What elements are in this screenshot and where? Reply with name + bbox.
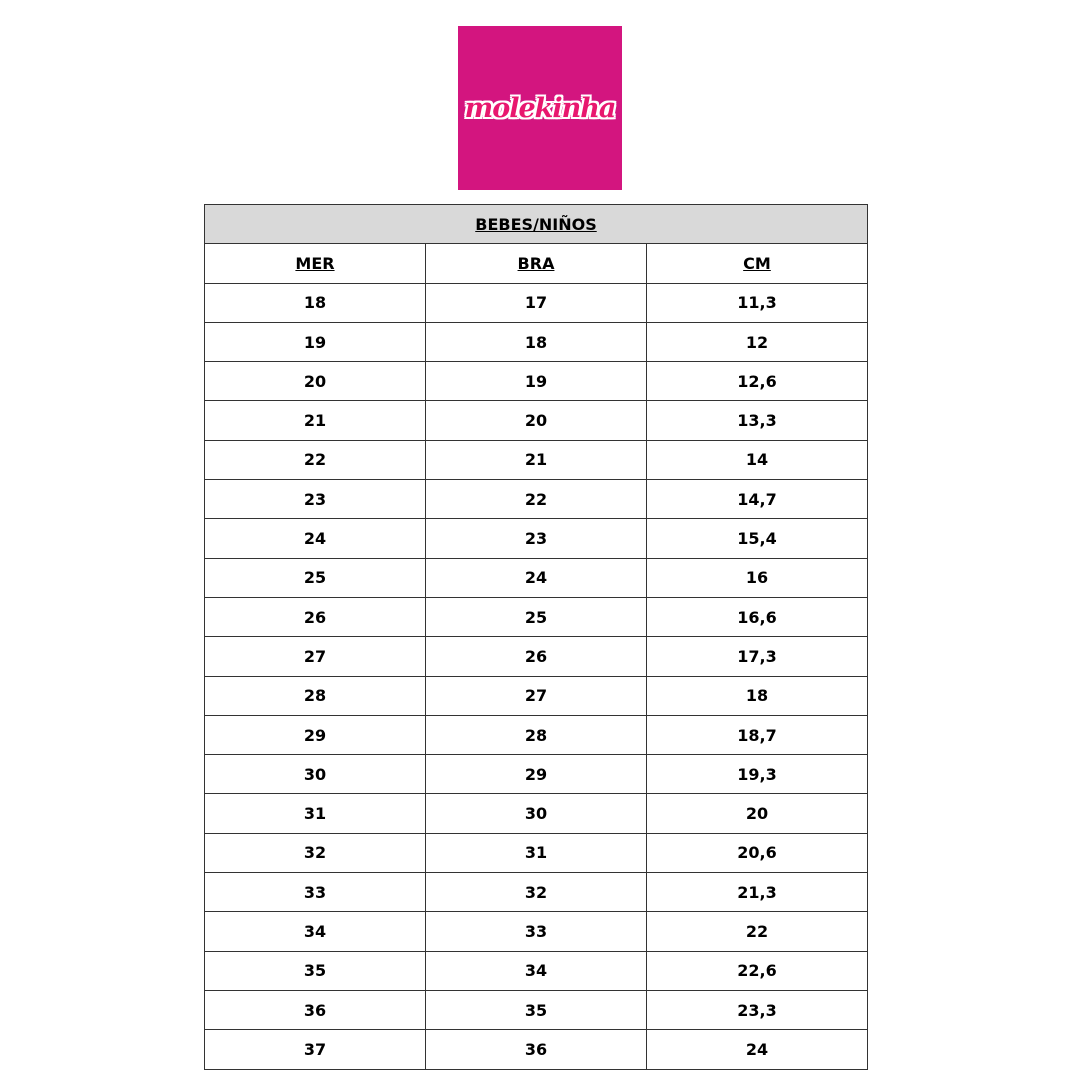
cell-cm: 11,3 [646,282,868,323]
cell-mer: 26 [204,596,426,638]
table-row: 26 25 16,6 [204,596,868,638]
cell-mer: 21 [204,400,426,441]
column-header-mer: MER [204,243,426,284]
cell-cm: 16 [646,557,868,598]
table-row: 37 36 24 [204,1029,868,1070]
cell-bra: 24 [425,557,647,598]
cell-bra: 29 [425,754,647,795]
cell-mer: 19 [204,321,426,363]
column-header-cm: CM [646,243,868,284]
cell-mer: 23 [204,479,426,520]
cell-cm: 18,7 [646,714,868,756]
table-row: 20 19 12,6 [204,361,868,402]
table-row: 27 26 17,3 [204,636,868,677]
brand-logo: molekinha [458,26,622,190]
cell-bra: 20 [425,400,647,441]
cell-mer: 37 [204,1029,426,1070]
cell-bra: 33 [425,911,647,952]
cell-mer: 20 [204,361,426,402]
cell-mer: 25 [204,557,426,598]
table-row: 21 20 13,3 [204,400,868,441]
table-row: 25 24 16 [204,557,868,598]
cell-mer: 24 [204,518,426,559]
cell-mer: 28 [204,675,426,716]
cell-cm: 23,3 [646,989,868,1031]
cell-cm: 17,3 [646,636,868,677]
size-chart-table: BEBES/NIÑOS MER BRA CM 18 17 11,3 19 18 12 20 1… [204,203,868,1070]
cell-mer: 27 [204,636,426,677]
cell-cm: 20 [646,793,868,834]
cell-cm: 22 [646,911,868,952]
table-row: 30 29 19,3 [204,754,868,795]
cell-mer: 31 [204,793,426,834]
cell-cm: 13,3 [646,400,868,441]
cell-cm: 24 [646,1029,868,1070]
cell-cm: 16,6 [646,596,868,638]
cell-mer: 32 [204,832,426,874]
cell-bra: 35 [425,989,647,1031]
cell-mer: 34 [204,911,426,952]
cell-bra: 18 [425,321,647,363]
cell-cm: 18 [646,675,868,716]
cell-bra: 30 [425,793,647,834]
logo-wordmark: molekinha [464,92,617,124]
table-row: 22 21 14 [204,439,868,481]
cell-cm: 15,4 [646,518,868,559]
cell-cm: 21,3 [646,872,868,913]
table-row: 34 33 22 [204,911,868,952]
cell-mer: 29 [204,714,426,756]
cell-bra: 28 [425,714,647,756]
table-row: 29 28 18,7 [204,714,868,756]
table-title: BEBES/NIÑOS [204,203,868,245]
cell-cm: 19,3 [646,754,868,795]
cell-cm: 12,6 [646,361,868,402]
cell-bra: 21 [425,439,647,481]
cell-cm: 14 [646,439,868,481]
cell-bra: 34 [425,950,647,991]
cell-mer: 30 [204,754,426,795]
table-row: 24 23 15,4 [204,518,868,559]
table-row: 36 35 23,3 [204,989,868,1031]
cell-mer: 18 [204,282,426,323]
table-row: 32 31 20,6 [204,832,868,874]
cell-mer: 36 [204,989,426,1031]
table-row: 28 27 18 [204,675,868,716]
table-row: 35 34 22,6 [204,950,868,991]
cell-bra: 36 [425,1029,647,1070]
cell-bra: 19 [425,361,647,402]
cell-bra: 22 [425,479,647,520]
cell-bra: 17 [425,282,647,323]
cell-bra: 32 [425,872,647,913]
cell-bra: 26 [425,636,647,677]
column-header-bra: BRA [425,243,647,284]
table-row: 18 17 11,3 [204,282,868,323]
cell-cm: 20,6 [646,832,868,874]
cell-cm: 22,6 [646,950,868,991]
table-row: 31 30 20 [204,793,868,834]
cell-mer: 33 [204,872,426,913]
table-row: 19 18 12 [204,321,868,363]
cell-mer: 22 [204,439,426,481]
cell-cm: 14,7 [646,479,868,520]
table-row: 33 32 21,3 [204,872,868,913]
cell-bra: 25 [425,596,647,638]
cell-bra: 23 [425,518,647,559]
cell-bra: 27 [425,675,647,716]
table-row: 23 22 14,7 [204,479,868,520]
cell-bra: 31 [425,832,647,874]
cell-mer: 35 [204,950,426,991]
cell-cm: 12 [646,321,868,363]
